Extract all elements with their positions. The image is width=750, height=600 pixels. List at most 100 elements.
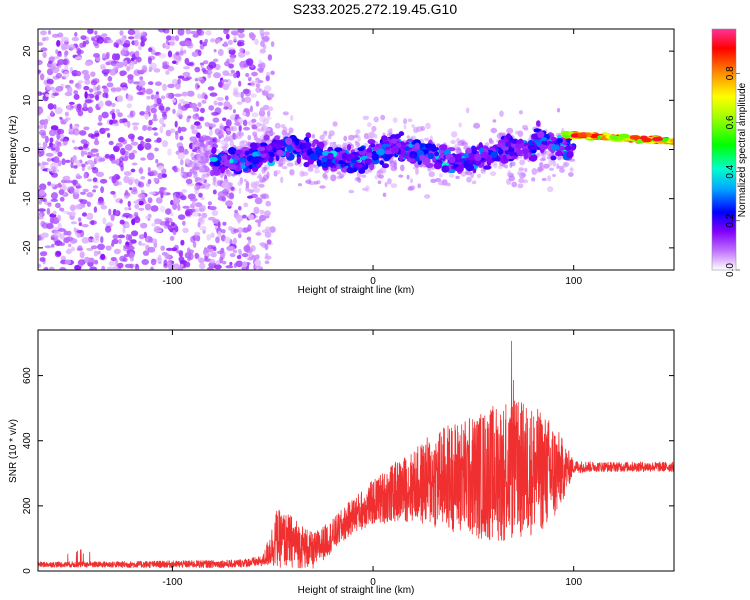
spectrogram-cell [390,146,399,154]
spectrogram-cell [186,90,195,97]
spectrogram-cell [134,39,139,47]
x-tick-label: 100 [565,276,582,287]
spectrogram-cell [48,129,57,137]
spectrogram-cell [119,255,126,262]
spectrogram-cell [199,167,206,173]
spectrogram-cell [424,137,430,141]
spectrogram-cell [203,60,209,65]
spectrogram-cell [223,188,228,196]
spectrogram-cell [216,38,221,43]
spectrogram-cell [111,53,118,61]
spectrogram-cell [66,186,75,193]
spectrogram-cell [138,181,145,188]
spectrogram-cell [519,159,525,166]
spectrogram-cell [147,197,153,204]
spectrogram-cell [229,57,235,63]
spectrogram-cell [563,161,570,167]
spectrogram-cell [445,182,451,187]
spectrogram-cell [285,137,293,145]
spectrogram-cell [110,86,118,94]
spectrogram-cell [128,207,132,211]
spectrogram-cell [390,183,398,189]
spectrogram-cell [270,70,275,76]
spectrogram-cell [247,195,253,199]
spectrogram-cell [236,255,242,260]
spectrogram-cell [81,163,86,168]
spectrogram-cell [185,261,191,268]
spectrogram-cell [146,152,155,161]
spectrogram-cell [241,97,246,103]
spectrogram-cell [119,118,123,124]
spectrogram-cell [144,203,152,211]
spectrogram-cell [550,143,560,151]
spectrogram-cell [235,114,240,118]
snr-series-line [38,340,674,569]
spectrogram-cell [257,63,264,68]
x-tick-label: 0 [370,276,376,287]
spectrogram-cell [217,221,221,228]
spectrogram-cell [135,32,142,37]
spectrogram-cell [407,186,413,191]
spectrogram-cell [100,65,106,70]
spectrogram-cell [460,171,467,177]
spectrogram-cell [338,160,344,165]
spectrogram-cell [142,250,150,256]
spectrogram-cell [143,231,147,239]
spectrogram-cell [361,174,367,178]
spectrogram-cell [384,182,388,188]
spectrogram-cell [197,102,202,108]
spectrogram-cell [111,176,117,184]
spectrogram-cell [319,185,326,189]
spectrogram-cell [207,140,214,146]
spectrogram-cell [213,264,222,270]
spectrogram-cell [73,227,77,233]
spectrogram-cell [240,91,244,99]
spectrogram-cell [434,151,439,157]
spectrogram-cell [142,125,147,131]
spectrogram-cell [248,77,252,82]
spectrogram-cell [419,154,426,161]
spectrogram-cell [115,39,122,45]
spectrogram-cell [129,256,134,262]
spectrogram-cell [552,160,557,167]
spectrogram-cell [154,147,159,152]
spectrogram-cell [232,237,237,245]
spectrogram-cell [108,208,112,216]
spectrogram-cell [184,252,192,259]
spectrogram-cell [240,164,246,169]
spectrogram-cell [414,142,420,150]
spectrogram-cell [255,254,260,260]
spectrogram-cell [178,145,185,153]
spectrogram-cell [217,48,224,57]
spectrogram-cell [51,166,57,174]
y-tick-label: 0 [22,146,33,152]
spectrogram-cell [281,165,288,170]
spectrogram-cell [93,139,100,146]
spectrogram-cell [97,250,101,255]
spectrogram-cell [159,105,165,111]
spectrogram-cell [180,239,185,246]
spectrogram-cell [164,208,172,215]
spectrogram-cell [226,130,232,135]
spectrogram-cell [191,129,198,135]
spectrogram-cell [127,74,134,80]
spectrogram-cell [124,144,133,151]
spectrogram-cell [577,132,588,138]
spectrogram-cell [126,120,131,128]
spectrogram-cell [208,206,217,211]
spectrogram-cell [229,126,234,132]
spectrogram-cell [77,217,82,222]
spectrogram-cell [150,170,158,177]
spectrogram-cell [145,88,153,95]
spectrogram-cell [226,155,232,160]
spectrogram-cell [255,128,263,132]
spectrogram-cell [490,127,498,134]
spectrogram-cell [167,224,173,231]
spectrogram-cell [125,233,130,241]
y-tick-label: 400 [22,432,33,449]
spectrogram-cell [132,186,138,192]
spectrogram-cell [75,175,83,180]
spectrogram-cell [38,91,41,96]
spectrogram-cell [132,125,139,131]
